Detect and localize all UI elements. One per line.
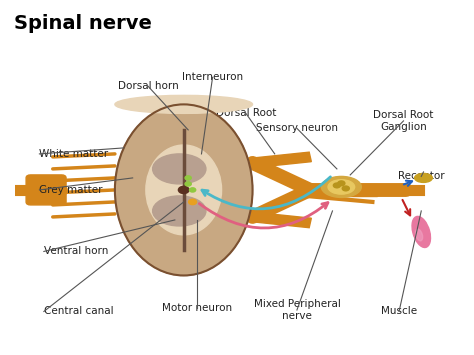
Ellipse shape (115, 95, 253, 113)
Ellipse shape (321, 176, 361, 197)
Polygon shape (306, 184, 377, 196)
Polygon shape (252, 212, 311, 228)
Text: Interneuron: Interneuron (182, 72, 243, 82)
Ellipse shape (412, 217, 430, 247)
FancyBboxPatch shape (26, 175, 66, 205)
Text: Spinal nerve: Spinal nerve (14, 14, 152, 33)
Ellipse shape (328, 180, 355, 194)
Ellipse shape (415, 229, 423, 241)
Circle shape (178, 186, 189, 193)
Text: Dorsal Root: Dorsal Root (216, 108, 276, 118)
Circle shape (189, 199, 197, 204)
Circle shape (185, 182, 191, 186)
Ellipse shape (415, 173, 432, 182)
Text: Dorsal horn: Dorsal horn (118, 81, 179, 91)
Text: Muscle: Muscle (381, 306, 417, 317)
Text: Mixed Peripheral
nerve: Mixed Peripheral nerve (254, 299, 340, 321)
Circle shape (342, 186, 349, 191)
Text: White matter: White matter (39, 149, 109, 159)
Text: Central canal: Central canal (44, 306, 113, 317)
Ellipse shape (153, 196, 206, 226)
Text: Sensory neuron: Sensory neuron (256, 124, 338, 133)
Polygon shape (252, 152, 311, 168)
Text: Grey matter: Grey matter (39, 185, 103, 195)
Text: Ventral horn: Ventral horn (44, 246, 108, 256)
Ellipse shape (153, 154, 206, 184)
Circle shape (333, 183, 340, 188)
Circle shape (190, 188, 196, 192)
Text: Motor neuron: Motor neuron (162, 304, 232, 313)
Text: Receptor: Receptor (398, 171, 445, 181)
Ellipse shape (146, 145, 221, 235)
Ellipse shape (115, 104, 253, 275)
Circle shape (185, 176, 191, 180)
Text: Dorsal Root
Ganglion: Dorsal Root Ganglion (374, 110, 434, 132)
Circle shape (338, 181, 345, 186)
